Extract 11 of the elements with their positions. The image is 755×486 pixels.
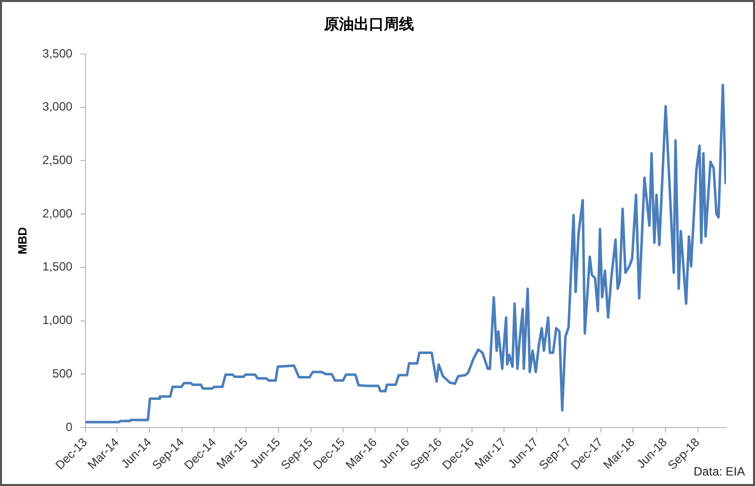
- y-tick-label: 3,000: [42, 100, 73, 114]
- text: Data: EIA: [694, 464, 745, 478]
- y-tick-label: 500: [52, 366, 73, 380]
- y-tick-label: 3,500: [42, 46, 73, 60]
- y-tick-label: 2,000: [42, 206, 73, 220]
- y-tick-label: 1,000: [42, 313, 73, 328]
- y-tick-label: 1,500: [42, 260, 73, 274]
- chart-title: 原油出口周线: [323, 16, 414, 34]
- y-tick-label: 0: [66, 420, 73, 434]
- y-axis-title: MBD: [16, 226, 30, 254]
- y-tick-label: 2,500: [42, 153, 73, 168]
